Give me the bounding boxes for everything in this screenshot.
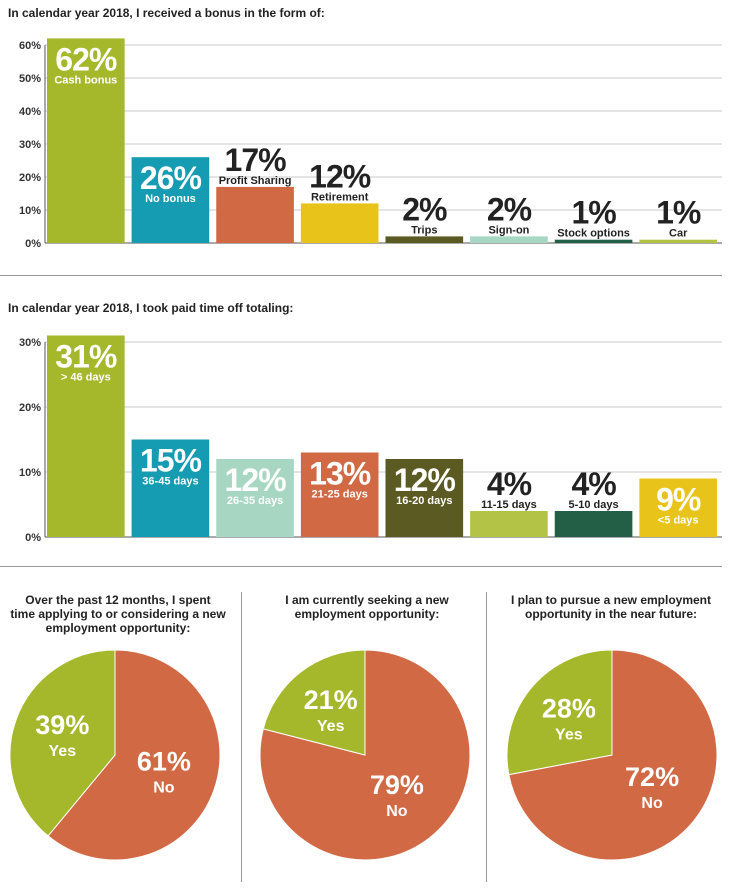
pie-slice-yes (506, 649, 613, 776)
pie-slice-no (508, 649, 718, 861)
bar (470, 511, 548, 537)
pie-slice-no (47, 649, 221, 861)
data-label: 4% (487, 466, 532, 502)
bar (300, 452, 379, 537)
category-label: Cash bonus (54, 74, 117, 86)
pie-yes-value: 21% (304, 685, 358, 715)
bar (216, 459, 294, 537)
pie-no-value: 61% (137, 747, 191, 777)
pie-title-1: Over the past 12 months, I spent time ap… (3, 593, 233, 635)
bar (300, 203, 379, 243)
pie-slice-yes (262, 649, 366, 756)
section-divider (0, 566, 722, 567)
y-tick-label: 30% (19, 139, 41, 151)
y-tick-label: 50% (19, 73, 41, 85)
pie-title-2-line: employment opportunity: (294, 607, 440, 621)
pie-yes-value: 28% (542, 693, 596, 723)
section-divider (0, 275, 722, 276)
bonus-chart-title: In calendar year 2018, I received a bonu… (8, 6, 325, 20)
y-tick-label: 0% (25, 532, 41, 544)
pie-divider (241, 592, 242, 882)
pie-title-3-line: opportunity in the near future: (525, 607, 697, 621)
pie-no-value: 79% (370, 770, 424, 800)
category-label: Stock options (557, 228, 630, 240)
pie-yes-value: 39% (35, 710, 89, 740)
bar (639, 478, 717, 537)
pie-title-1-line: Over the past 12 months, I spent (25, 593, 211, 607)
bar (554, 511, 633, 537)
category-label: Trips (411, 224, 437, 236)
pie-no-value: 72% (625, 762, 679, 792)
pie-no-label: No (641, 795, 663, 812)
pie-title-1-line: employment opportunity: (45, 621, 191, 635)
data-label: 12% (225, 462, 287, 498)
category-label: 11-15 days (481, 499, 537, 511)
pie-yes-label: Yes (49, 743, 77, 760)
pie-title-2: I am currently seeking a new employment … (252, 593, 482, 621)
pie-title-3-line: I plan to pursue a new employment (510, 593, 712, 607)
data-label: 2% (402, 191, 447, 227)
bar (47, 335, 125, 537)
data-label: 17% (225, 142, 287, 178)
category-label: 36-45 days (142, 476, 198, 488)
pie-title-3: I plan to pursue a new employment opport… (496, 593, 726, 621)
pie-chart-plan: 28% Yes 72% No (506, 649, 718, 861)
bar (470, 236, 548, 243)
category-label: > 46 days (61, 372, 111, 384)
pto-chart-title: In calendar year 2018, I took paid time … (8, 301, 294, 315)
category-label: Retirement (311, 191, 369, 203)
pie-no-label: No (386, 803, 408, 820)
data-label: 1% (656, 195, 701, 231)
bonus-bar-chart: 0% 10% 20% 30% 40% 50% 60% 62%Cash bonus 26%No b… (19, 38, 722, 250)
pie-title-1-line: time applying to or considering a new (10, 607, 226, 621)
data-label: 13% (309, 456, 371, 492)
y-tick-label: 0% (25, 238, 41, 250)
category-label: 5-10 days (568, 499, 618, 511)
bar (47, 38, 125, 244)
pie-divider (486, 592, 487, 882)
bar (131, 157, 210, 243)
bar (639, 239, 717, 243)
pie-slice-yes (9, 649, 116, 837)
data-label: 2% (487, 191, 532, 227)
pie-yes-label: Yes (555, 726, 583, 743)
data-label: 12% (309, 158, 371, 194)
bar (385, 459, 464, 537)
pie-title-2-line: I am currently seeking a new (285, 593, 449, 607)
category-label: Car (669, 228, 688, 240)
data-label: 15% (140, 443, 202, 479)
data-label: 26% (140, 160, 202, 196)
data-label: 62% (55, 41, 117, 77)
data-label: 1% (571, 195, 616, 231)
y-tick-label: 10% (19, 467, 41, 479)
y-tick-label: 10% (19, 205, 41, 217)
category-label: Profit Sharing (219, 175, 292, 187)
y-tick-label: 30% (19, 337, 41, 349)
category-label: 16-20 days (396, 495, 452, 507)
y-tick-label: 20% (19, 402, 41, 414)
category-label: 26-35 days (227, 495, 283, 507)
bar (554, 239, 633, 243)
bar (385, 236, 464, 243)
data-label: 9% (656, 482, 701, 518)
category-label: 21-25 days (312, 489, 368, 501)
data-label: 4% (571, 466, 616, 502)
y-tick-label: 40% (19, 106, 41, 118)
bar (216, 186, 294, 243)
pie-chart-seeking: 21% Yes 79% No (259, 649, 471, 861)
category-label: Sign-on (488, 224, 529, 236)
pie-no-label: No (153, 780, 175, 797)
pie-slice-no (259, 649, 471, 861)
data-label: 31% (55, 339, 117, 375)
data-label: 12% (394, 462, 456, 498)
bar (131, 439, 210, 537)
y-tick-label: 20% (19, 172, 41, 184)
category-label: No bonus (145, 193, 196, 205)
pie-chart-considering: 39% Yes 61% No (9, 649, 221, 861)
category-label: <5 days (658, 515, 699, 527)
pie-yes-label: Yes (317, 718, 345, 735)
y-tick-label: 60% (19, 40, 41, 52)
